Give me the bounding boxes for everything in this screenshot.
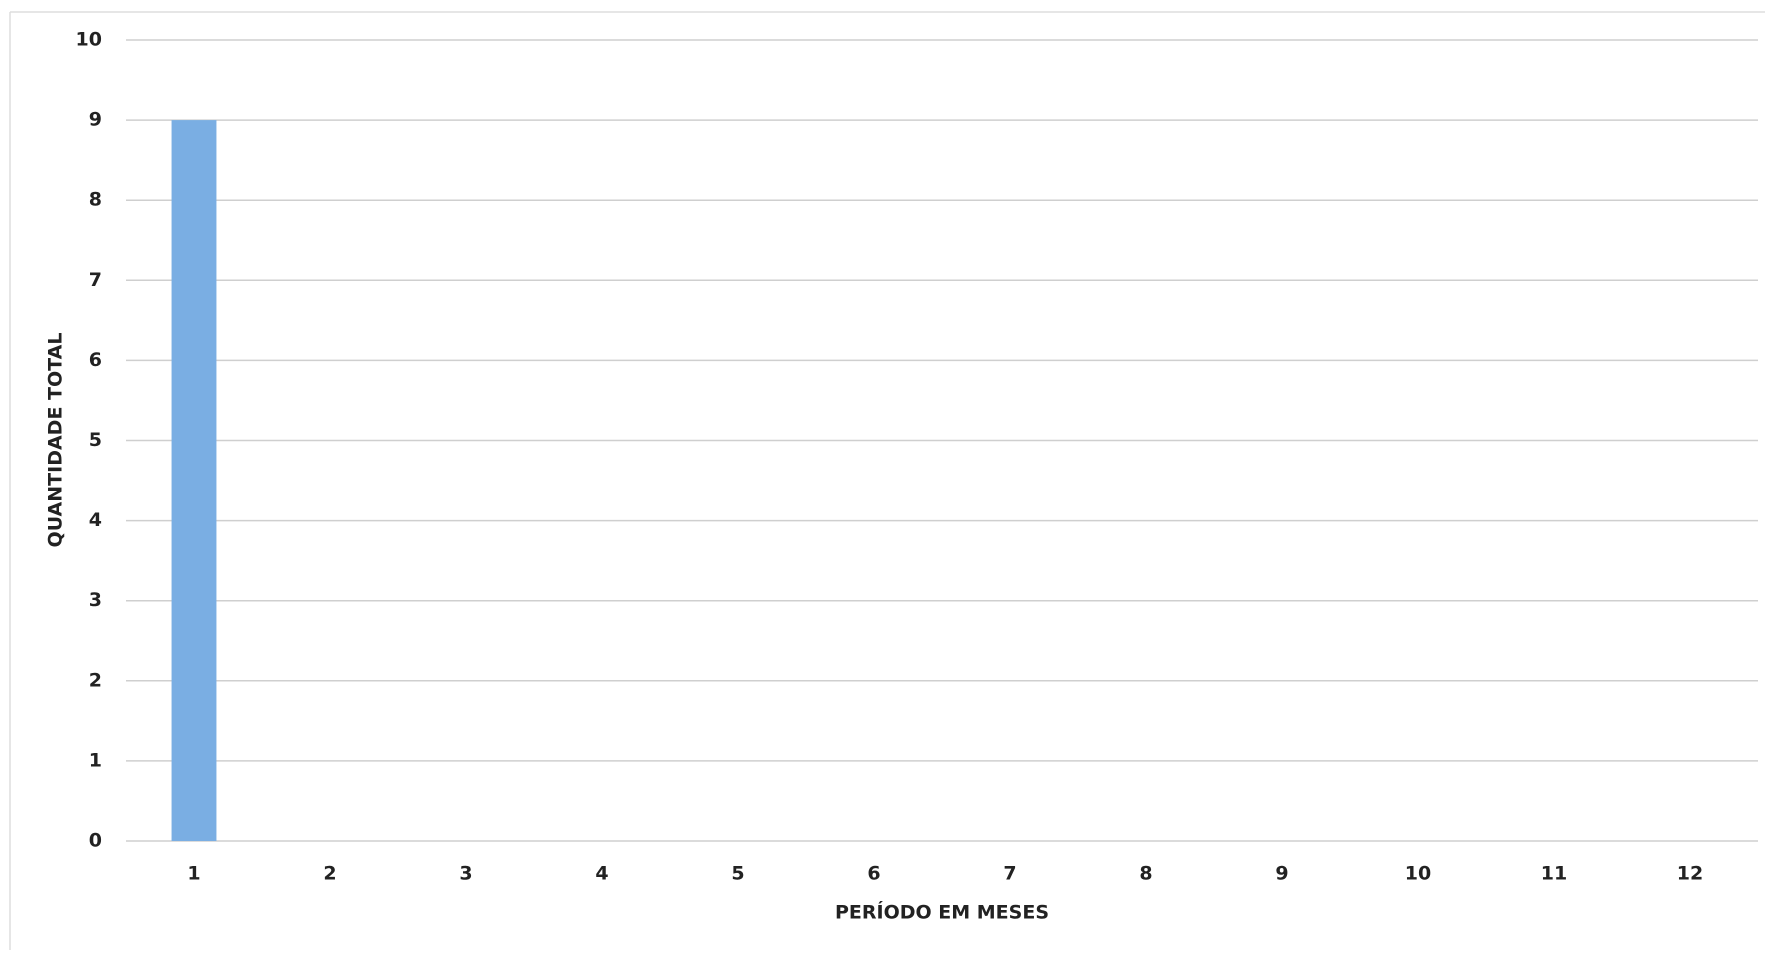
y-axis-title: QUANTIDADE TOTAL [45,333,67,548]
x-tick-label: 6 [867,863,880,885]
y-tick-label: 9 [89,109,102,131]
x-axis-title: PERÍODO EM MESES [835,901,1049,924]
x-tick-label: 2 [323,863,336,885]
x-tick-label: 5 [731,863,744,885]
x-tick-label: 4 [595,863,608,885]
y-tick-label: 1 [89,749,102,771]
x-tick-label: 1 [187,863,200,885]
y-tick-label: 10 [76,29,102,51]
x-tick-label: 10 [1405,863,1431,885]
y-tick-label: 8 [89,189,102,211]
y-tick-label: 0 [89,830,102,852]
x-tick-label: 3 [459,863,472,885]
y-tick-label: 3 [89,589,102,611]
x-tick-label: 9 [1275,863,1288,885]
y-tick-label: 4 [89,509,102,531]
x-tick-label: 8 [1139,863,1152,885]
x-tick-label: 7 [1003,863,1016,885]
y-tick-label: 5 [89,429,102,451]
y-tick-label: 2 [89,669,102,691]
x-tick-label: 12 [1677,863,1703,885]
y-tick-label: 6 [89,349,102,371]
y-tick-label: 7 [89,269,102,291]
x-tick-label: 11 [1541,863,1567,885]
bar [171,120,217,842]
